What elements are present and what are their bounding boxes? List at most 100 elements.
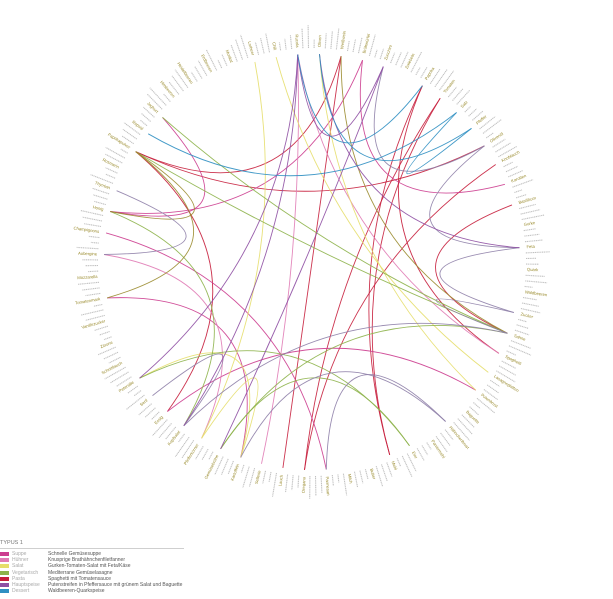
recipe-chord <box>139 54 299 379</box>
filler-label-tick <box>357 37 363 54</box>
filler-label-tick <box>452 88 464 101</box>
filler-label-tick <box>520 209 541 215</box>
filler-label-tick <box>457 418 473 435</box>
filler-label-tick <box>105 167 118 174</box>
filler-label-tick <box>230 44 238 62</box>
legend-item: Pasta Spaghetti mit Tomatensauce <box>0 576 200 582</box>
ingredient-label: Gurke <box>523 220 536 227</box>
recipe-chord <box>297 54 423 144</box>
filler-label-tick <box>508 169 524 178</box>
filler-label-tick <box>103 336 112 341</box>
recipe-chord <box>297 54 500 354</box>
filler-label-tick <box>456 90 471 105</box>
filler-label-tick <box>195 446 204 460</box>
filler-label-tick <box>208 451 214 460</box>
filler-label-tick <box>331 474 334 487</box>
recipe-chord <box>110 151 195 220</box>
filler-label-tick <box>483 389 498 401</box>
legend-course: Pasta <box>12 575 25 582</box>
ingredient-label: Rosmarin <box>102 157 121 170</box>
filler-label-tick <box>97 346 116 356</box>
filler-label-tick <box>80 209 104 217</box>
filler-label-tick <box>521 214 545 221</box>
filler-label-tick <box>190 71 198 82</box>
ingredient-label: Salz <box>459 100 468 109</box>
ingredient-label: Lauch <box>277 474 284 487</box>
recipe-chord <box>240 371 446 458</box>
filler-label-tick <box>88 270 99 273</box>
filler-label-tick <box>141 113 151 122</box>
recipe-chord <box>319 54 472 162</box>
filler-label-tick <box>289 34 293 50</box>
recipe-chord <box>319 54 520 249</box>
ingredient-ring <box>76 24 550 500</box>
recipe-chord <box>135 55 342 174</box>
filler-label-tick <box>94 200 106 206</box>
filler-label-tick <box>235 39 244 60</box>
filler-label-tick <box>335 28 340 50</box>
legend-course: Vegetarisch <box>12 569 39 576</box>
filler-label-tick <box>521 302 539 307</box>
recipe-chord <box>110 117 206 217</box>
filler-label-tick <box>94 325 108 331</box>
filler-label-tick <box>133 390 142 397</box>
filler-label-tick <box>90 241 99 244</box>
filler-label-tick <box>525 280 548 284</box>
recipe-chord <box>201 61 266 439</box>
filler-label-tick <box>85 314 105 321</box>
filler-label-tick <box>76 246 99 250</box>
filler-label-tick <box>525 274 545 277</box>
ingredient-label: Chili <box>271 42 277 51</box>
filler-label-tick <box>525 251 550 254</box>
filler-label-tick <box>103 351 119 360</box>
filler-label-tick <box>523 228 536 232</box>
recipe-chord <box>201 377 259 458</box>
filler-label-tick <box>395 51 402 66</box>
recipe-chord <box>183 54 299 427</box>
filler-label-tick <box>505 165 519 173</box>
ingredient-label: Erdbeeren <box>200 53 214 73</box>
filler-label-tick <box>522 296 537 301</box>
filler-label-tick <box>514 189 523 194</box>
filler-label-tick <box>401 455 413 478</box>
recipe-chord <box>139 350 410 446</box>
filler-label-tick <box>420 67 428 78</box>
ingredient-label: Honig <box>92 204 104 212</box>
legend-course: Hauptspeise <box>12 582 40 589</box>
recipe-chord <box>304 164 496 470</box>
legend-dish: Schnelle Gemüsesuppe <box>48 551 102 558</box>
filler-label-tick <box>364 469 369 480</box>
filler-label-tick <box>518 318 527 323</box>
legend-dish: Knusprige Brathähnchenfiletfanner <box>48 557 125 564</box>
filler-label-tick <box>144 407 156 418</box>
ingredient-label: Waldbeeren <box>525 289 549 297</box>
legend-item: Hühner Knusprige Brathähnchenfiletfanner <box>0 557 200 563</box>
ingredient-label: Tomaten <box>442 78 456 94</box>
filler-label-tick <box>240 34 249 58</box>
filler-label-tick <box>524 239 544 243</box>
filler-label-tick <box>396 458 402 467</box>
filler-label-tick <box>519 203 536 210</box>
filler-label-tick <box>120 148 128 154</box>
filler-label-tick <box>105 146 126 159</box>
recipe-connections <box>104 54 520 470</box>
filler-label-tick <box>205 49 218 71</box>
filler-label-tick <box>476 397 496 414</box>
filler-label-tick <box>178 433 185 443</box>
ingredient-label: Tomatenmark <box>75 296 102 305</box>
filler-label-tick <box>242 466 250 488</box>
filler-label-tick <box>81 287 100 291</box>
ingredient-label: Parmesan <box>325 476 331 496</box>
filler-label-tick <box>440 432 451 447</box>
ingredient-label: Aubergine <box>78 251 98 257</box>
filler-label-tick <box>80 309 104 316</box>
filler-label-tick <box>435 435 448 453</box>
filler-label-tick <box>486 384 499 394</box>
filler-label-tick <box>110 371 129 384</box>
ingredient-label: Joghurt <box>146 101 160 115</box>
filler-label-tick <box>78 281 100 285</box>
recipe-chord <box>325 374 446 470</box>
filler-label-tick <box>165 426 177 440</box>
legend-item: Dessert Waldbeeren-Quarkspeise <box>0 588 200 594</box>
legend-course: Hühner <box>12 557 29 564</box>
